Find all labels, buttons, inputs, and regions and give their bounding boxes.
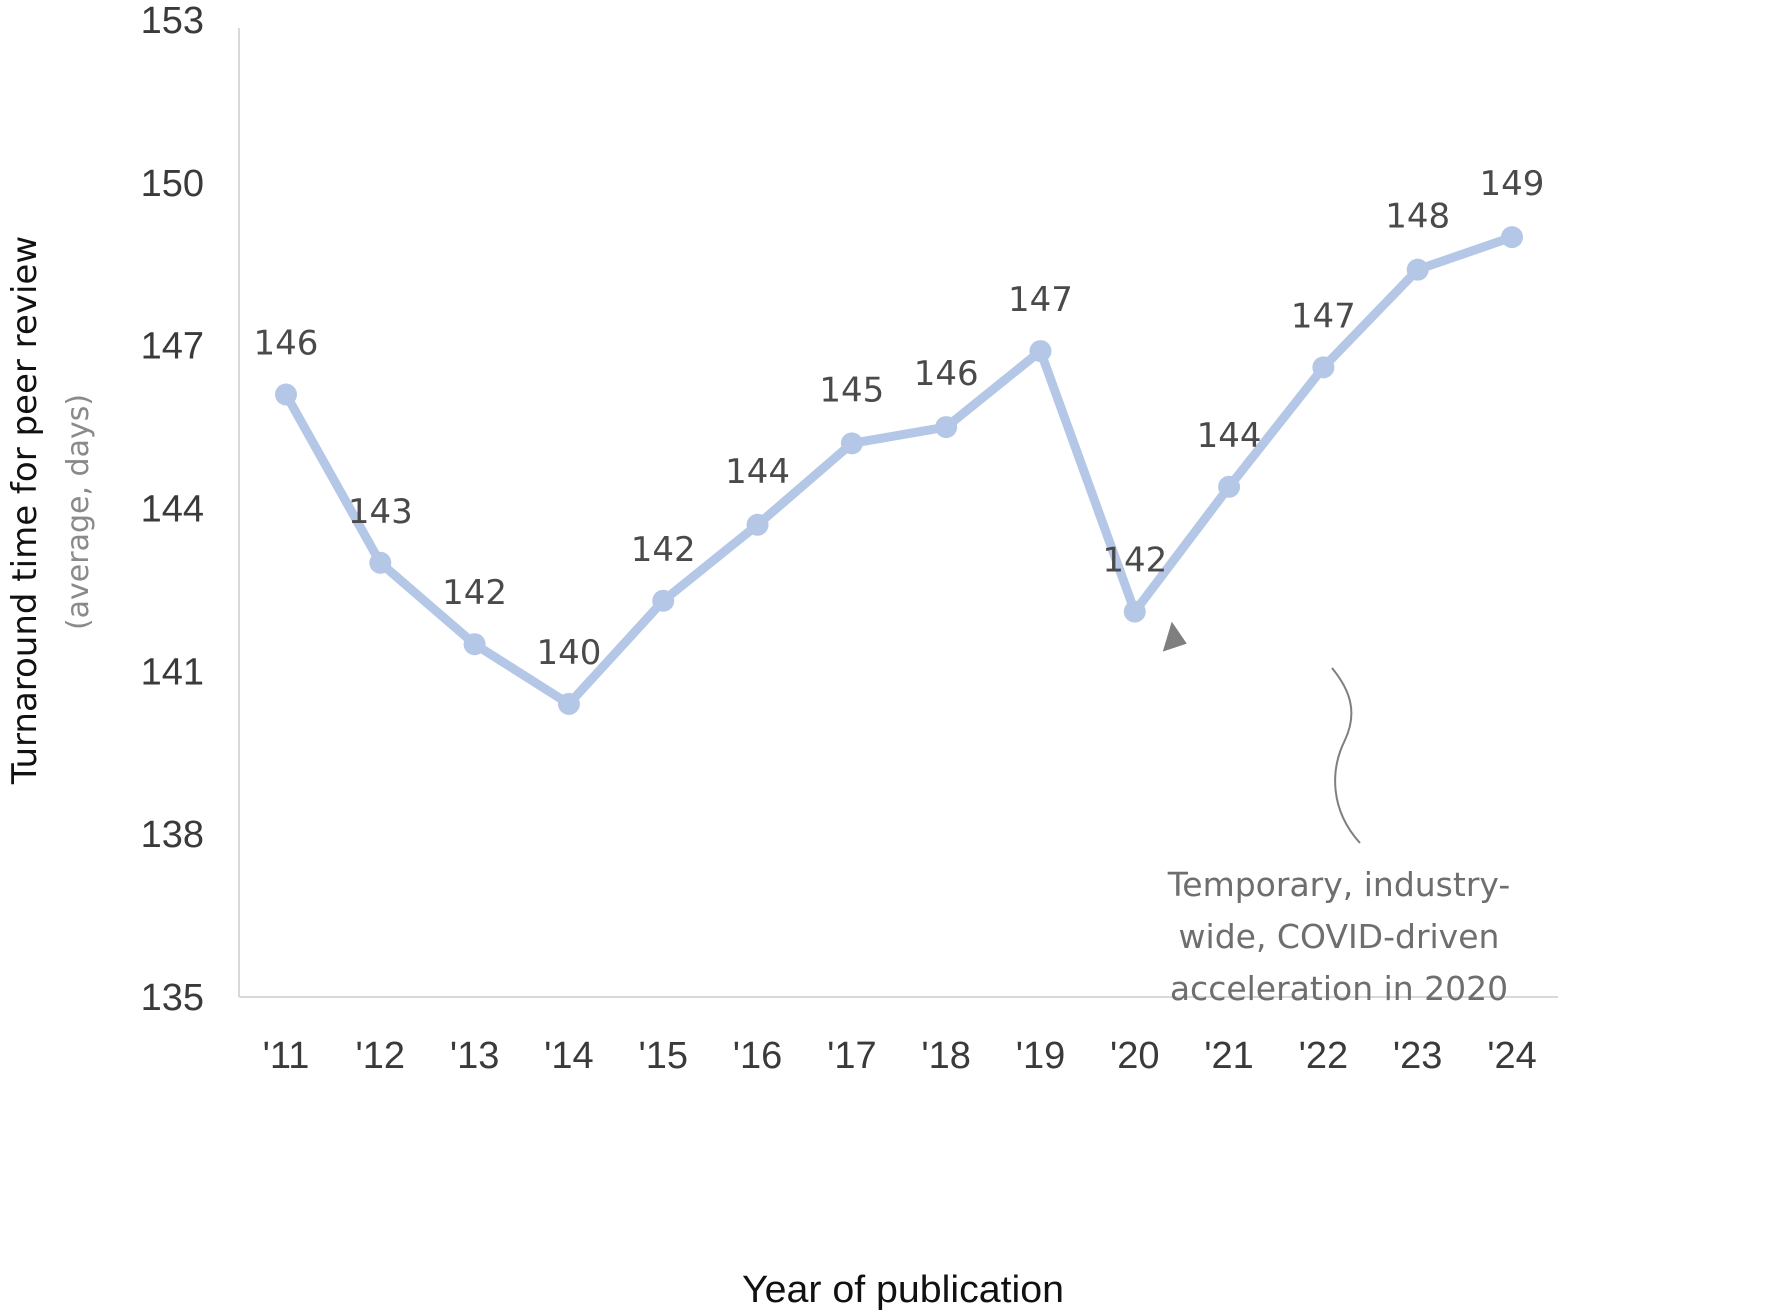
x-tick-label: '13 xyxy=(450,1035,500,1077)
y-tick-label: 153 xyxy=(141,0,204,42)
data-label: 146 xyxy=(914,354,979,394)
data-point-marker xyxy=(369,551,392,574)
data-label: 144 xyxy=(725,452,790,492)
data-label: 145 xyxy=(819,370,884,410)
x-tick-label: '16 xyxy=(733,1035,783,1077)
y-tick-label: 144 xyxy=(141,489,204,531)
x-tick-label: '20 xyxy=(1110,1035,1160,1077)
y-tick-label: 147 xyxy=(141,326,204,368)
y-tick-label: 135 xyxy=(141,977,204,1019)
data-label: 140 xyxy=(536,633,601,673)
annotation-arrow-line xyxy=(1331,667,1361,844)
x-tick-label: '15 xyxy=(638,1035,688,1077)
data-point-marker xyxy=(840,432,863,455)
data-label: 142 xyxy=(1102,541,1167,581)
x-tick-label: '22 xyxy=(1299,1035,1349,1077)
data-point-marker xyxy=(935,416,958,439)
data-label: 148 xyxy=(1385,197,1450,237)
annotation-text-line: acceleration in 2020 xyxy=(1170,969,1508,1008)
y-axis-title: Turnaround time for peer review xyxy=(5,236,45,785)
data-point-marker xyxy=(1218,475,1241,498)
x-tick-label: '11 xyxy=(263,1035,310,1077)
data-label: 144 xyxy=(1197,416,1262,456)
annotation-text-line: wide, COVID-driven xyxy=(1179,917,1500,956)
series-line xyxy=(275,226,1523,715)
data-label: 146 xyxy=(254,324,319,364)
annotation-arrowhead-icon xyxy=(1162,621,1187,652)
x-tick-label: '23 xyxy=(1393,1035,1443,1077)
data-label: 147 xyxy=(1008,280,1073,320)
data-point-marker xyxy=(1312,356,1335,379)
x-tick-label: '21 xyxy=(1204,1035,1254,1077)
x-tick-label: '17 xyxy=(827,1035,877,1077)
data-point-marker xyxy=(1123,600,1146,623)
annotation-text-line: Temporary, industry- xyxy=(1167,865,1511,904)
data-label: 149 xyxy=(1480,164,1545,204)
data-point-marker xyxy=(652,589,675,612)
axes xyxy=(238,28,1558,998)
data-point-marker xyxy=(1029,340,1052,363)
data-point-marker xyxy=(746,513,769,536)
x-tick-label: '18 xyxy=(921,1035,971,1077)
data-labels: 146 143 142 140 142 144 145 146 147 142 144 147 148 1… xyxy=(254,164,1545,673)
data-label: 143 xyxy=(348,492,413,532)
data-point-marker xyxy=(1406,258,1429,281)
y-axis-ticks: 135 138 141 144 147 150 153 xyxy=(141,0,204,1019)
y-tick-label: 138 xyxy=(141,814,204,856)
x-tick-label: '24 xyxy=(1487,1035,1537,1077)
annotation: Temporary, industry-wide, COVID-driven ac… xyxy=(1162,621,1511,1008)
x-axis-title: Year of publication xyxy=(742,1269,1064,1311)
data-point-marker xyxy=(463,633,486,656)
x-tick-label: '12 xyxy=(356,1035,406,1077)
x-tick-label: '19 xyxy=(1016,1035,1066,1077)
x-tick-label: '14 xyxy=(544,1035,594,1077)
data-point-marker xyxy=(557,692,580,715)
series-line-path xyxy=(281,232,1517,709)
y-axis-subtitle: (average, days) xyxy=(61,394,96,630)
data-point-marker xyxy=(275,383,297,406)
y-tick-label: 150 xyxy=(141,163,204,205)
data-label: 142 xyxy=(442,573,507,613)
x-axis-ticks: '11 '12 '13 '14 '15 '16 '17 '18 '19 '20 '21 '22 '23 '… xyxy=(263,1035,1537,1077)
data-label: 142 xyxy=(631,530,696,570)
y-tick-label: 141 xyxy=(141,651,204,693)
data-point-marker xyxy=(1501,226,1523,249)
data-label: 147 xyxy=(1291,296,1356,336)
